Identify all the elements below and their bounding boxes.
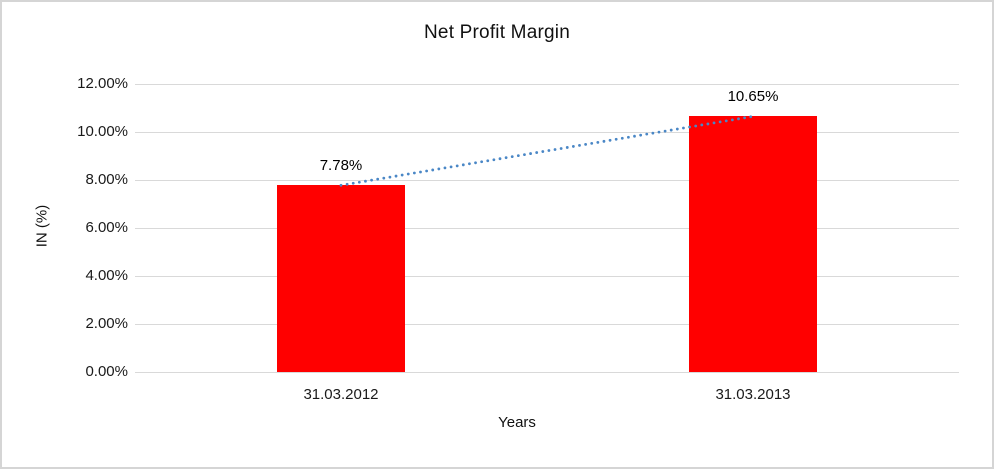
bar-value-label: 7.78% [319,157,363,174]
bar [277,185,405,372]
x-tick-label: 31.03.2013 [715,386,791,403]
y-tick-label: 8.00% [85,171,128,188]
y-tick-label: 12.00% [77,75,128,92]
chart-title: Net Profit Margin [424,22,570,43]
gridline [135,84,959,85]
gridline [135,228,959,229]
y-tick-label: 0.00% [85,363,128,380]
gridline [135,276,959,277]
y-tick-label: 6.00% [85,219,128,236]
gridline [135,324,959,325]
trendline [339,115,755,187]
gridline [135,372,959,373]
gridline [135,132,959,133]
trendline-segment [339,115,755,187]
y-tick-label: 4.00% [85,267,128,284]
gridline [135,180,959,181]
x-axis-title: Years [498,414,536,431]
y-tick-label: 2.00% [85,315,128,332]
x-tick-label: 31.03.2012 [303,386,379,403]
y-tick-label: 10.00% [77,123,128,140]
bar-value-label: 10.65% [727,88,779,105]
plot-area [135,84,959,373]
bar [689,116,817,372]
